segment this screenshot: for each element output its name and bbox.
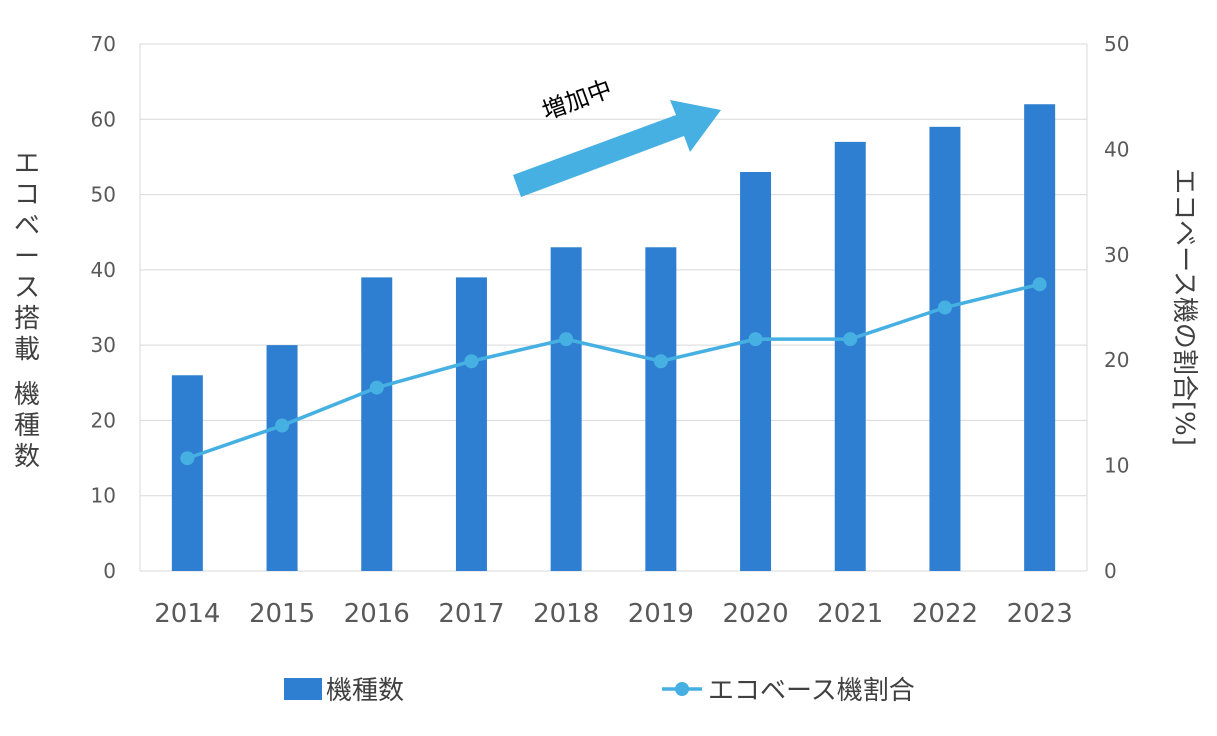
y-right-tick-label: 30 <box>1104 243 1129 267</box>
y-left-tick-label: 70 <box>91 32 116 56</box>
annotation-group: 増加中 <box>513 75 721 197</box>
x-tick-label: 2016 <box>344 599 410 629</box>
y-left-tick-label: 10 <box>91 484 116 508</box>
legend-line-marker <box>675 682 689 696</box>
x-tick-label: 2019 <box>628 599 694 629</box>
y-right-tick-label: 40 <box>1104 137 1129 161</box>
bar <box>361 277 393 571</box>
line-point <box>843 332 858 347</box>
line-point <box>369 380 384 395</box>
x-tick-label: 2022 <box>912 599 978 629</box>
x-tick-label: 2023 <box>1007 599 1073 629</box>
y-left-tick-label: 60 <box>91 107 116 131</box>
legend-bar-swatch <box>284 678 322 700</box>
line-point <box>937 300 952 315</box>
x-tick-label: 2015 <box>249 599 315 629</box>
bar <box>929 126 961 572</box>
legend: 機種数 エコベース機割合 <box>284 676 915 706</box>
bar <box>834 141 866 571</box>
y-right-tick-label: 20 <box>1104 348 1129 372</box>
series-line <box>186 282 1041 460</box>
line-point <box>653 354 668 369</box>
line-point <box>748 332 763 347</box>
line-point <box>180 451 195 466</box>
x-tick-label: 2020 <box>722 599 788 629</box>
bar-series <box>171 104 1056 572</box>
x-tick-label: 2014 <box>154 599 220 629</box>
y-right-tick-label: 10 <box>1104 454 1129 478</box>
x-tick-label: 2017 <box>438 599 504 629</box>
bar <box>1024 104 1056 571</box>
bar <box>645 247 677 571</box>
y-axis-left-title: エコベース搭載機種数 <box>14 149 40 472</box>
y-left-tick-label: 30 <box>91 333 116 357</box>
bar <box>550 247 582 571</box>
line-point <box>275 418 290 433</box>
y-left-tick-label: 50 <box>91 183 116 207</box>
line-point <box>559 332 574 347</box>
bar <box>455 277 487 571</box>
increase-arrow <box>513 100 721 197</box>
y-right-tick-label: 50 <box>1104 32 1129 56</box>
bar <box>171 375 203 571</box>
legend-line-label: エコベース機割合 <box>708 676 915 706</box>
axes: 0 10 20 30 40 50 60 70 0 10 20 30 40 50 2014 2015 2016 20… <box>91 32 1130 629</box>
y-left-tick-label: 40 <box>91 258 116 282</box>
x-tick-label: 2018 <box>533 599 599 629</box>
x-tick-label: 2021 <box>817 599 883 629</box>
legend-bar-label: 機種数 <box>326 676 404 706</box>
annotation-text: 増加中 <box>538 75 615 126</box>
y-axis-right-title: エコベース機の割合[%] <box>1169 168 1199 446</box>
y-left-tick-label: 0 <box>103 559 116 583</box>
line-series <box>180 277 1047 466</box>
y-right-tick-label: 0 <box>1104 559 1117 583</box>
line-point <box>464 354 479 369</box>
line-point <box>1032 277 1047 292</box>
bar <box>740 171 772 571</box>
bar <box>266 345 298 571</box>
y-left-tick-label: 20 <box>91 408 116 432</box>
